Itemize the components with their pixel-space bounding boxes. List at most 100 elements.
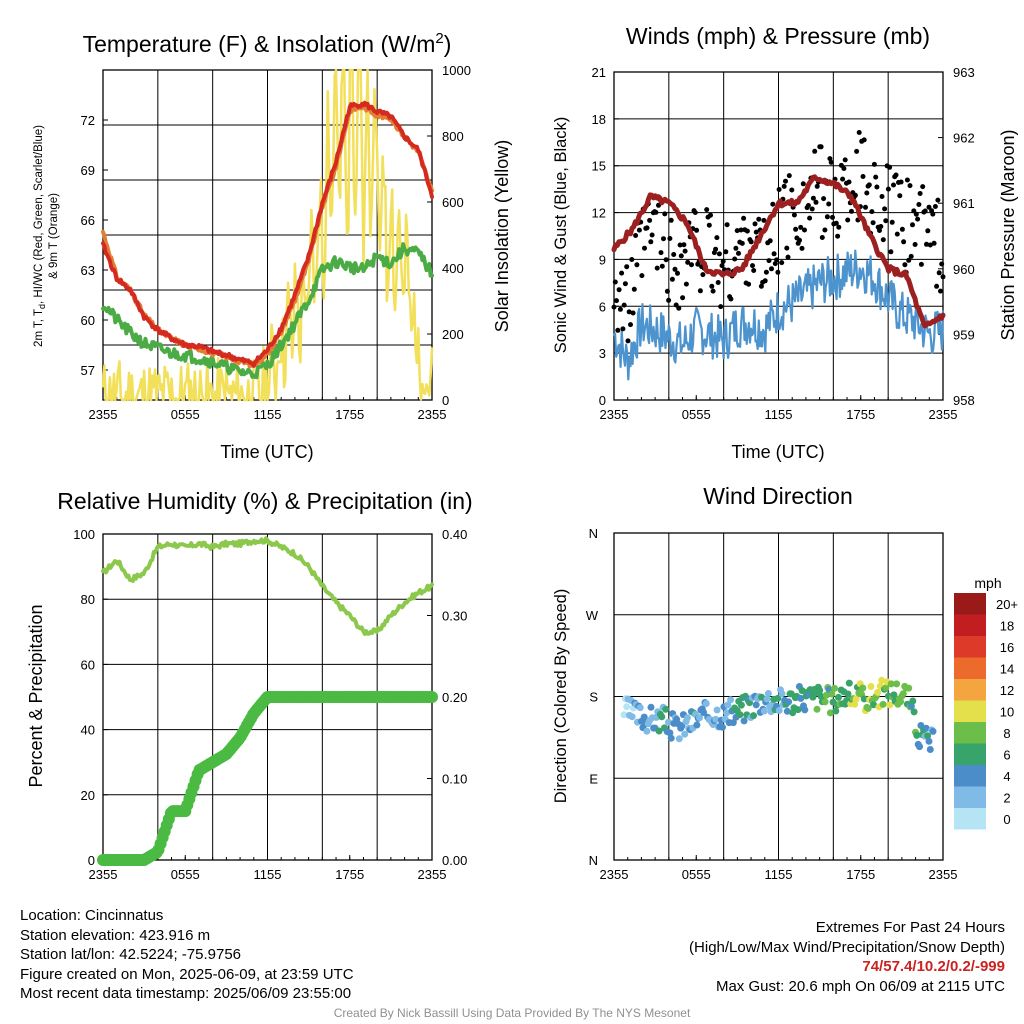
gust-point xyxy=(736,250,741,256)
wind-direction-point xyxy=(797,694,805,702)
y2-tick-label: 200 xyxy=(442,327,464,342)
gust-point xyxy=(879,194,885,199)
wind-direction-point xyxy=(801,706,809,714)
y2-tick-label: 1000 xyxy=(442,63,471,78)
y-tick-label: 63 xyxy=(81,263,95,278)
colorbar-label: 6 xyxy=(1003,748,1010,763)
humidity-title: Relative Humidity (%) & Precipitation (i… xyxy=(57,488,472,514)
wind-direction-point xyxy=(774,694,782,702)
x-tick-label: 2355 xyxy=(89,867,118,882)
wind-direction-point xyxy=(752,701,760,709)
gust-point xyxy=(874,184,880,190)
direction-tick-label: N xyxy=(589,526,598,541)
gust-point xyxy=(864,190,870,196)
gust-point xyxy=(824,214,830,220)
gust-point xyxy=(769,266,774,272)
gust-point xyxy=(835,233,841,239)
gust-point xyxy=(762,278,768,284)
gust-point xyxy=(842,157,848,163)
wind-direction-point xyxy=(878,676,886,684)
temperature-ylabel: 2m T, Td, HI/WC (Red, Green, Scarlet/Blu… xyxy=(33,125,47,347)
gust-point xyxy=(694,227,700,233)
gust-point xyxy=(826,201,832,207)
y-tick-label: 0 xyxy=(599,393,606,408)
gust-point xyxy=(908,253,914,259)
gust-point xyxy=(629,257,635,262)
gust-point xyxy=(930,211,936,217)
gust-point xyxy=(915,216,921,222)
gust-point xyxy=(630,310,636,316)
gust-point xyxy=(720,258,726,264)
gust-point xyxy=(912,242,918,247)
gust-point xyxy=(840,176,846,182)
gust-point xyxy=(866,182,872,188)
gust-point xyxy=(863,204,868,210)
gust-point xyxy=(869,209,875,215)
wind-direction-point xyxy=(794,706,802,714)
gust-point xyxy=(649,232,655,238)
temperature-2m-line xyxy=(101,100,434,368)
y-tick-label: 60 xyxy=(81,657,95,672)
relative-humidity-line xyxy=(101,536,434,636)
colorbar-label: 20+ xyxy=(996,597,1018,612)
gust-point xyxy=(756,216,762,222)
wind-direction-point xyxy=(719,723,726,731)
gust-point xyxy=(752,221,758,227)
gust-point xyxy=(793,226,799,232)
gust-point xyxy=(907,183,913,189)
gust-point xyxy=(758,283,764,289)
wind-direction-point xyxy=(852,695,860,703)
gust-point xyxy=(767,238,773,244)
dewpoint-line xyxy=(101,242,434,380)
gust-point xyxy=(836,224,842,230)
wind-direction-point xyxy=(736,711,744,719)
wind-direction-point xyxy=(623,703,631,711)
wind-direction-point xyxy=(929,727,937,735)
wind-direction-point xyxy=(860,695,868,703)
wind-direction-point xyxy=(640,713,648,721)
colorbar-swatch xyxy=(954,722,986,744)
gust-point xyxy=(783,178,788,184)
gust-point xyxy=(709,283,715,289)
wind-direction-point xyxy=(813,705,821,713)
gust-point xyxy=(620,326,626,332)
colorbar-swatch xyxy=(954,636,986,658)
wind-direction-point xyxy=(821,698,829,706)
wind-direction-point xyxy=(913,731,921,739)
wind-direction-point xyxy=(893,680,901,688)
x-tick-label: 1155 xyxy=(765,867,793,882)
colorbar-swatch xyxy=(954,657,986,679)
gust-point xyxy=(621,302,627,308)
pressure-ylabel: Station Pressure (Maroon) xyxy=(998,129,1018,340)
wind-direction-point xyxy=(844,690,852,698)
gust-point xyxy=(936,270,942,276)
x-tick-label: 0555 xyxy=(682,867,711,882)
station-elevation: Station elevation: 423.916 m xyxy=(20,926,211,944)
wind-direction-point xyxy=(700,709,708,716)
wind-direction-point xyxy=(785,698,793,706)
gust-point xyxy=(685,259,691,265)
wind-direction-point xyxy=(764,690,772,697)
gust-point xyxy=(713,246,719,252)
colorbar-swatch xyxy=(954,786,986,808)
gust-point xyxy=(700,272,706,278)
wind-direction-point xyxy=(662,705,670,713)
x-tick-label: 1155 xyxy=(254,867,282,882)
y2-tick-label: 800 xyxy=(442,129,464,144)
wind-direction-point xyxy=(826,709,834,717)
gust-point xyxy=(704,207,710,213)
gust-point xyxy=(807,215,813,221)
colorbar-label: 12 xyxy=(1000,683,1014,698)
max-gust: Max Gust: 20.6 mph On 06/09 at 2115 UTC xyxy=(715,977,1005,995)
gust-point xyxy=(894,231,900,237)
gust-point xyxy=(666,297,672,303)
y-tick-label: 72 xyxy=(81,113,95,128)
gust-point xyxy=(925,228,931,234)
gust-point xyxy=(611,304,617,310)
gust-point xyxy=(798,224,804,230)
colorbar-title: mph xyxy=(974,575,1001,591)
y-tick-label: 69 xyxy=(81,163,95,178)
gust-point xyxy=(647,217,653,223)
gust-point xyxy=(888,249,894,255)
gust-point xyxy=(775,269,781,275)
